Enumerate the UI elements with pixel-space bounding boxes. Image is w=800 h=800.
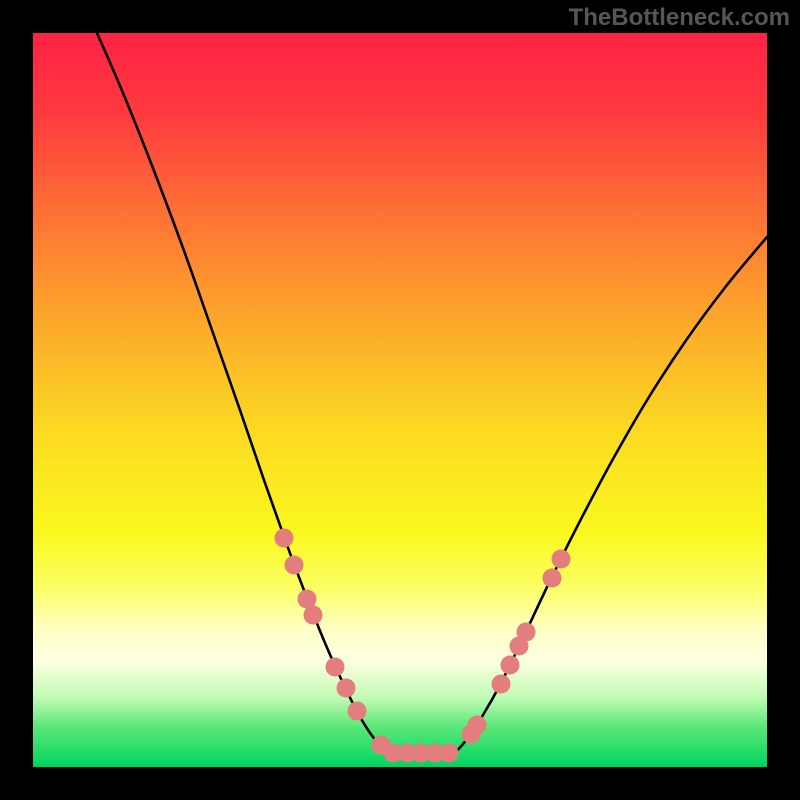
data-marker bbox=[275, 529, 294, 548]
watermark-text: TheBottleneck.com bbox=[569, 4, 790, 32]
data-marker bbox=[326, 658, 345, 677]
data-marker bbox=[440, 744, 459, 763]
data-marker bbox=[543, 569, 562, 588]
chart-stage: TheBottleneck.com bbox=[0, 0, 800, 800]
data-marker bbox=[492, 675, 511, 694]
data-marker bbox=[517, 623, 536, 642]
data-marker bbox=[348, 702, 367, 721]
data-marker bbox=[337, 679, 356, 698]
data-marker bbox=[285, 556, 304, 575]
data-marker bbox=[501, 656, 520, 675]
bottleneck-chart bbox=[0, 0, 800, 800]
data-marker bbox=[468, 716, 487, 735]
data-marker bbox=[552, 550, 571, 569]
data-marker bbox=[304, 606, 323, 625]
